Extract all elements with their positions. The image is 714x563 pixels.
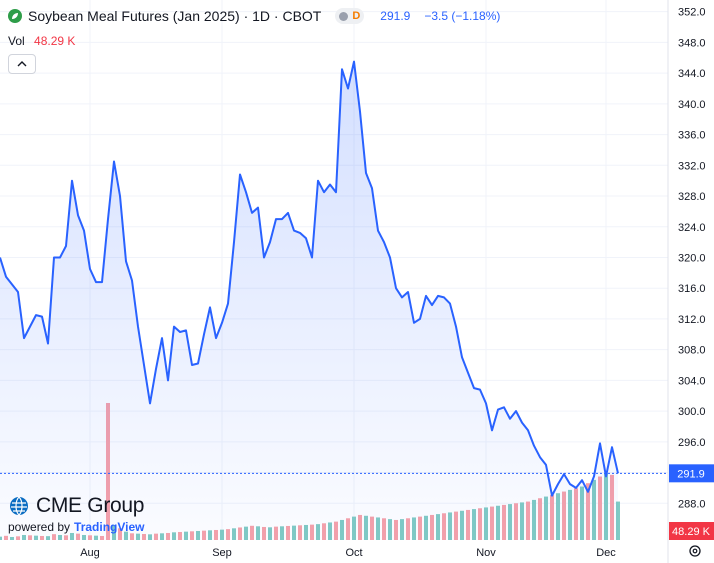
price-tick-label: 288.0 xyxy=(678,498,706,510)
price-tick-label: 332.0 xyxy=(678,160,706,172)
last-price-tag xyxy=(669,464,714,483)
price-tick-label: 320.0 xyxy=(678,252,706,264)
price-line xyxy=(0,60,619,497)
time-tick-label: Dec xyxy=(596,547,616,559)
chart-header: Soybean Meal Futures (Jan 2025) · 1D · C… xyxy=(8,5,500,27)
delayed-data-badge: D xyxy=(352,10,361,22)
time-tick-label: Sep xyxy=(212,547,232,559)
volume-value: 48.29 K xyxy=(34,34,76,48)
time-axis[interactable]: Aug Sep Oct Nov Dec xyxy=(80,547,616,559)
soybean-leaf-icon xyxy=(8,9,22,23)
price-tick-label: 340.0 xyxy=(678,99,706,111)
market-closed-icon xyxy=(339,11,349,21)
price-tick-label: 336.0 xyxy=(678,130,706,142)
price-area-fill xyxy=(0,61,618,540)
settings-icon[interactable] xyxy=(689,545,701,557)
price-tick-label: 312.0 xyxy=(678,314,706,326)
collapse-legend-button[interactable] xyxy=(8,54,36,74)
last-price: 291.9 xyxy=(380,9,411,23)
cme-group-text: CME Group xyxy=(36,494,145,517)
price-tick-label: 296.0 xyxy=(678,437,706,449)
data-status-badge[interactable]: D xyxy=(335,8,365,24)
last-volume-tag xyxy=(669,522,714,540)
price-tick-label: 328.0 xyxy=(678,191,706,203)
price-tick-label: 316.0 xyxy=(678,283,706,295)
price-tick-label: 344.0 xyxy=(678,68,706,80)
time-tick-label: Nov xyxy=(476,547,496,559)
axis-tags: 291.9 48.29 K xyxy=(669,464,714,540)
cme-group-logo: CME Group xyxy=(8,494,144,518)
time-tick-label: Aug xyxy=(80,547,100,559)
symbol-title[interactable]: Soybean Meal Futures (Jan 2025) · 1D · C… xyxy=(28,8,322,24)
powered-by-label: powered by xyxy=(8,520,71,534)
price-tick-label: 304.0 xyxy=(678,375,706,387)
price-change: −3.5 (−1.18%) xyxy=(424,9,501,23)
price-tick-label: 300.0 xyxy=(678,406,706,418)
price-tick-label: 352.0 xyxy=(678,7,706,19)
price-tick-label: 324.0 xyxy=(678,222,706,234)
price-tick-label: 308.0 xyxy=(678,345,706,357)
last-price-tag-label: 291.9 xyxy=(677,468,705,480)
tradingview-link[interactable]: TradingView xyxy=(74,520,145,534)
time-tick-label: Oct xyxy=(345,547,362,559)
volume-legend: Vol 48.29 K xyxy=(8,34,75,48)
price-axis[interactable]: 288.0 296.0 300.0 304.0 308.0 312.0 316.0 320.0… xyxy=(678,7,706,511)
chevron-up-icon xyxy=(17,61,27,67)
powered-by-tradingview[interactable]: powered by TradingView xyxy=(8,520,145,534)
volume-label: Vol xyxy=(8,34,25,48)
cme-globe-icon xyxy=(10,496,28,516)
last-volume-tag-label: 48.29 K xyxy=(672,526,711,538)
price-tick-label: 348.0 xyxy=(678,37,706,49)
